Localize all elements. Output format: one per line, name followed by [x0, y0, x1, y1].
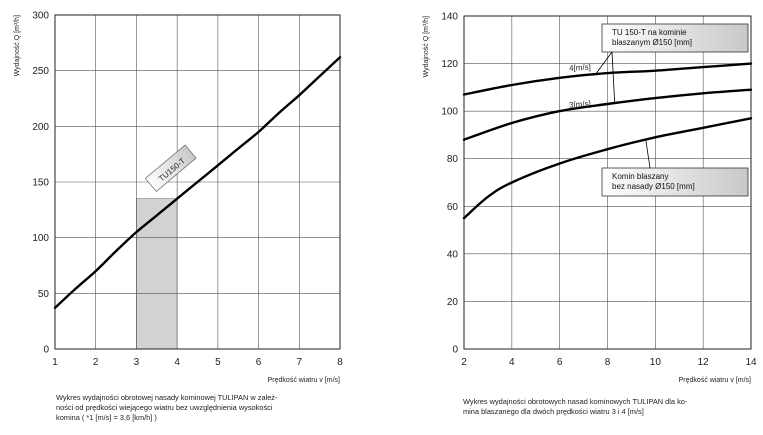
x-tick-label: 10	[650, 357, 662, 368]
series-line-1	[53, 56, 342, 309]
x-tick-label: 2	[461, 357, 467, 368]
caption-line: mina blaszanego dla dwóch prędkości wiat…	[463, 407, 644, 416]
x-tick-label: 8	[337, 357, 343, 368]
y-tick-label: 100	[441, 107, 458, 118]
x-tick-label: 7	[297, 357, 303, 368]
series-label-tu150t: TU150-T	[144, 144, 197, 192]
x-tick-label: 14	[745, 357, 757, 368]
y-tick-label: 250	[32, 66, 49, 77]
x-axis-label: Prędkość wiatru v [m/s]	[679, 377, 751, 384]
y-axis-label: Wydajność Q [m³/h]	[14, 15, 21, 76]
x-tick-label: 4	[509, 357, 515, 368]
annotation-box-tu150t	[601, 23, 749, 53]
caption-line: Wykres wydajności obrotowych nasad komin…	[463, 397, 688, 406]
x-tick-label: 5	[215, 357, 221, 368]
series-line-3	[462, 117, 753, 220]
x-tick-label: 6	[557, 357, 563, 368]
x-tick-label: 3	[134, 357, 140, 368]
y-tick-label: 100	[32, 233, 49, 244]
caption-line: komina ( *1 [m/s] = 3,6 [km/h] )	[56, 413, 157, 422]
x-tick-label: 2	[93, 357, 99, 368]
series-label-3ms: 3[m/s]	[569, 99, 591, 109]
series-line-2	[462, 88, 753, 141]
series-label-4ms: 4[m/s]	[569, 63, 591, 73]
plot-frame	[463, 15, 752, 350]
x-tick-label: 12	[698, 357, 710, 368]
y-axis-label: Wydajność Q [m³/h]	[423, 16, 430, 77]
y-tick-label: 300	[32, 11, 49, 22]
annotation-text: bez nasady Ø150 [mm]	[612, 182, 695, 191]
annotation-leader	[645, 139, 651, 169]
annotation-leader	[595, 51, 613, 75]
shaded-region	[136, 198, 178, 350]
series-label-box	[144, 144, 197, 192]
y-tick-label: 60	[447, 202, 459, 213]
y-tick-label: 20	[447, 297, 459, 308]
y-tick-label: 50	[38, 289, 50, 300]
annotation-leader	[611, 51, 616, 103]
y-tick-label: 200	[32, 122, 49, 133]
caption-line: Wykres wydajności obrotowej nasady komin…	[56, 393, 278, 402]
annotation-text: Komin blaszany	[612, 172, 668, 181]
y-tick-label: 40	[447, 249, 459, 260]
annotation-text: TU 150-T na kominie	[612, 28, 687, 37]
annotation-text: blaszanym Ø150 [mm]	[612, 38, 692, 47]
x-tick-label: 1	[52, 357, 58, 368]
y-tick-label: 150	[32, 178, 49, 189]
x-tick-label: 6	[256, 357, 262, 368]
y-tick-label: 0	[452, 345, 458, 356]
y-tick-label: 120	[441, 59, 458, 70]
x-axis-label: Prędkość wiatru v [m/s]	[268, 377, 340, 384]
chart-1-tulipan-capacity: 1 2 3 4 5 6 7 8 0 50 100 150 200 250 300 Prędkość wiatr…	[14, 11, 343, 423]
y-tick-label: 80	[447, 154, 459, 165]
y-tick-label: 0	[43, 345, 49, 356]
x-tick-label: 4	[174, 357, 180, 368]
x-tick-label: 8	[605, 357, 611, 368]
series-line-1	[462, 62, 753, 96]
annotation-box-no-cowl	[601, 167, 749, 197]
y-tick-label: 140	[441, 12, 458, 23]
caption-line: ności od prędkości wiejącego wiatru bez …	[56, 403, 273, 412]
plot-frame	[54, 14, 341, 350]
